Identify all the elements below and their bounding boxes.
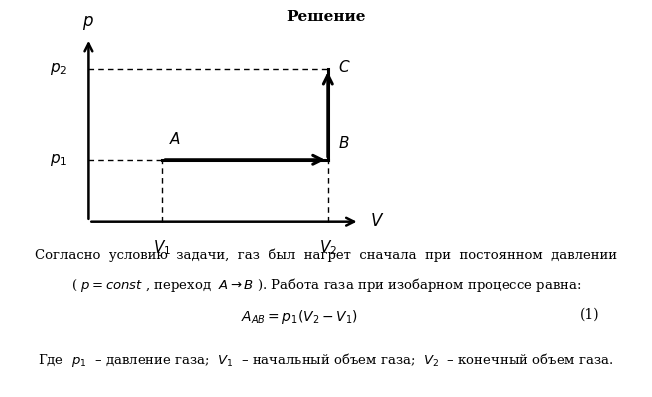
Text: Где  $p_1$  – давление газа;  $V_1$  – начальный объем газа;  $V_2$  – конечный : Где $p_1$ – давление газа; $V_1$ – начал…: [38, 351, 614, 369]
Text: Согласно  условию  задачи,  газ  был  нагрет  сначала  при  постоянном  давлении: Согласно условию задачи, газ был нагрет …: [35, 248, 617, 262]
Text: (1): (1): [580, 308, 600, 322]
Text: Решение: Решение: [286, 10, 366, 24]
Text: $p$: $p$: [83, 14, 95, 32]
Text: $A_{AB} = p_1(V_2 - V_1)$: $A_{AB} = p_1(V_2 - V_1)$: [241, 308, 359, 326]
Text: ( $p = const$ , переход  $A \rightarrow B$ ). Работа газа при изобарном процессе: ( $p = const$ , переход $A \rightarrow B…: [70, 276, 582, 294]
Text: $V_1$: $V_1$: [153, 238, 171, 257]
Text: $B$: $B$: [338, 135, 350, 152]
Text: $V_2$: $V_2$: [319, 238, 337, 257]
Text: $A$: $A$: [170, 131, 182, 147]
Text: $p_2$: $p_2$: [50, 61, 67, 77]
Text: $V$: $V$: [370, 213, 385, 230]
Text: $p_1$: $p_1$: [50, 152, 67, 168]
Text: $C$: $C$: [338, 59, 351, 75]
